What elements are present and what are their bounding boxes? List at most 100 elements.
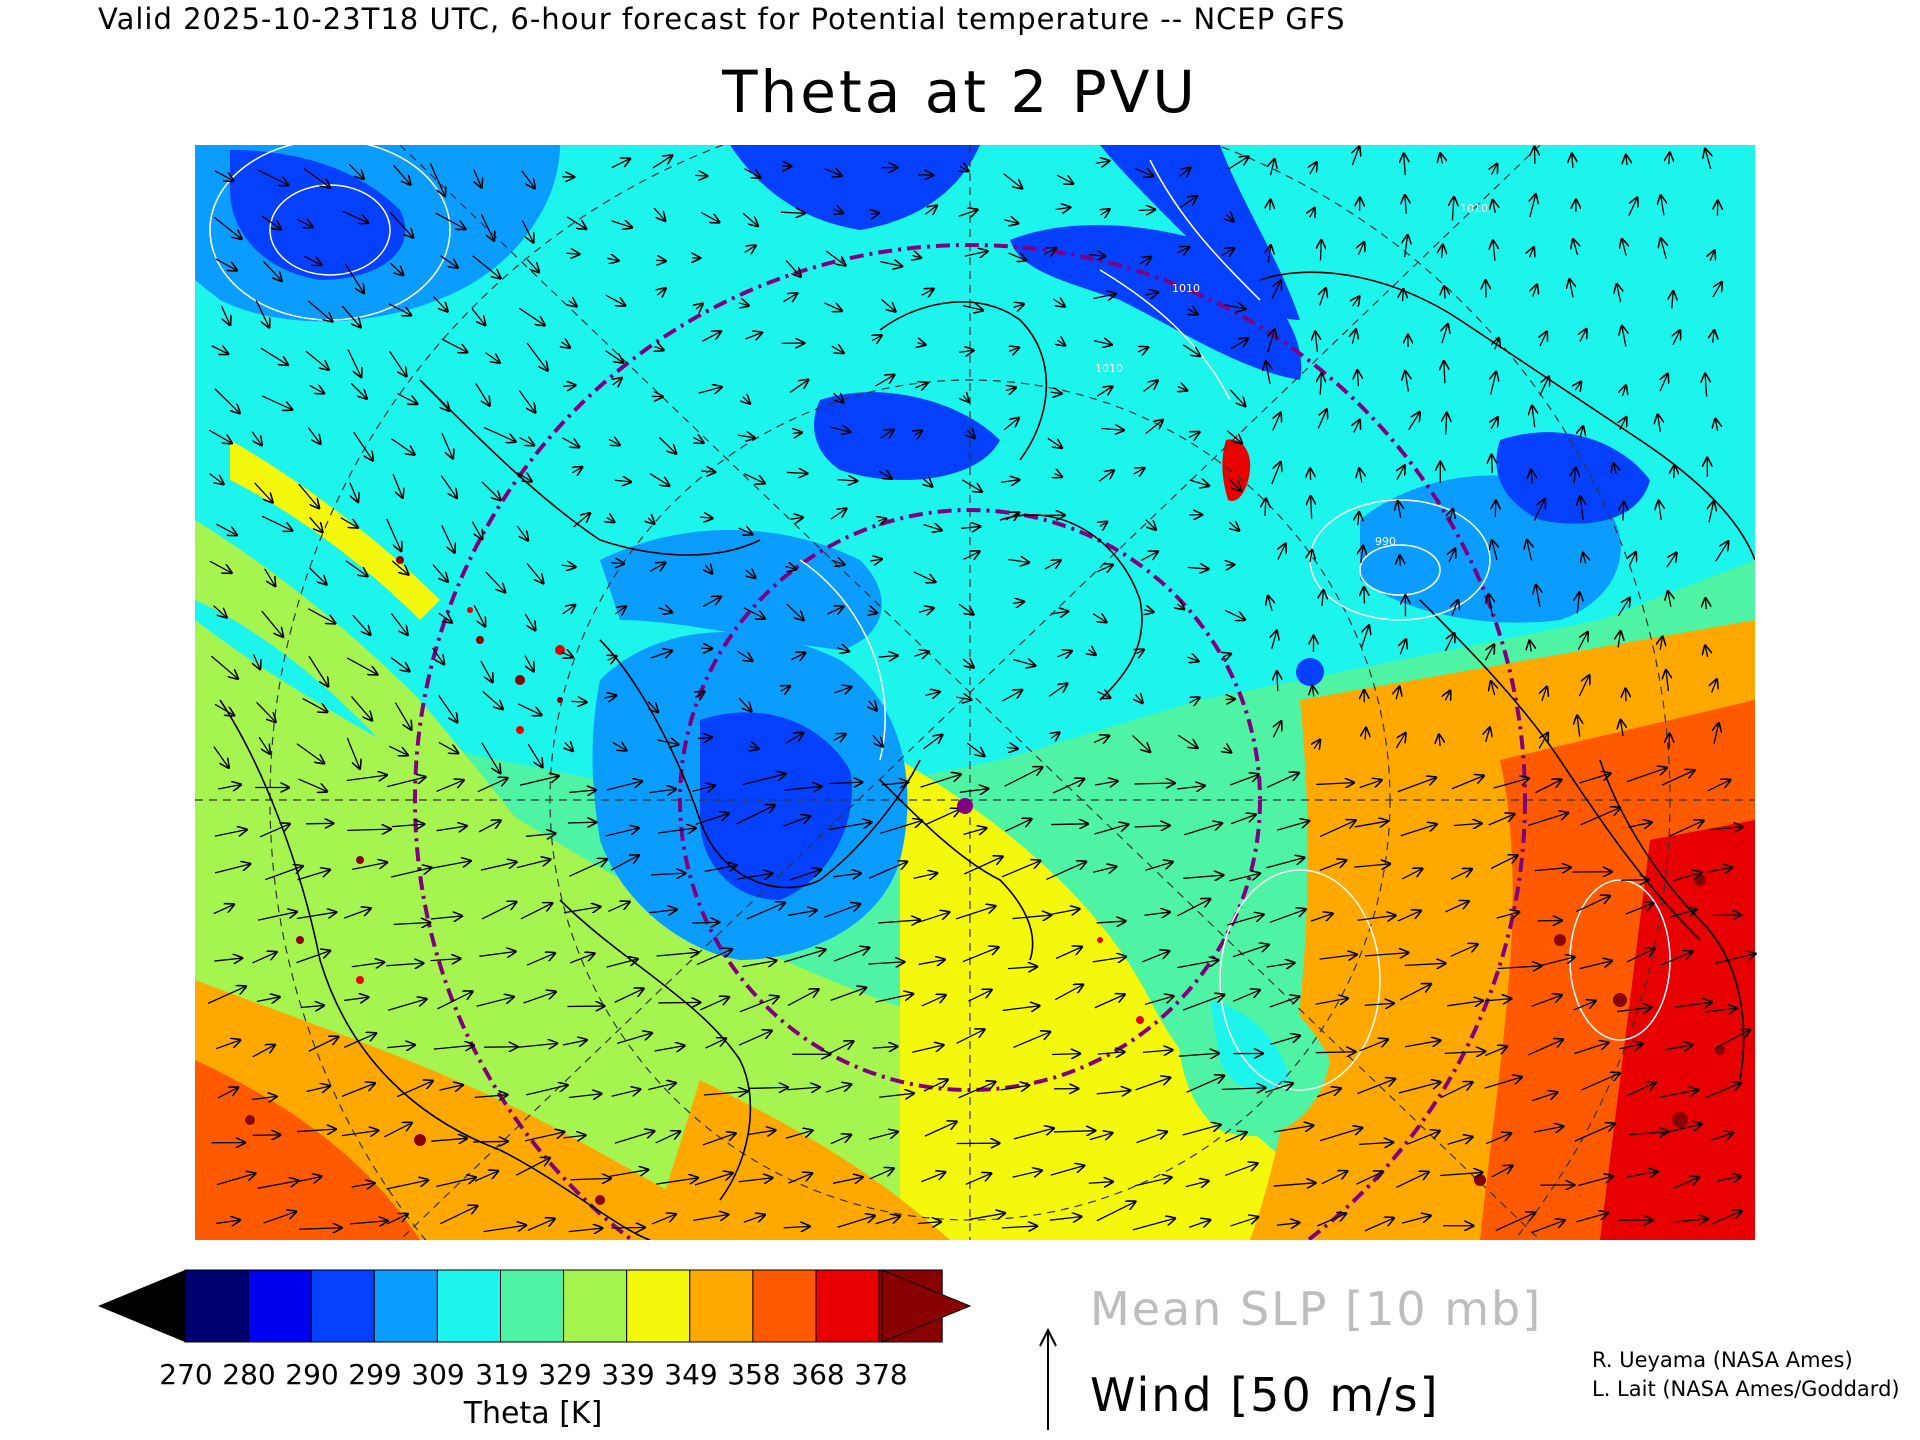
wind-vector (1187, 657, 1198, 661)
wind-vector (650, 651, 672, 658)
wind-vector (1399, 984, 1431, 1001)
wind-vector (742, 774, 786, 786)
wind-vector (960, 526, 980, 528)
wind-vector (1580, 496, 1583, 521)
wind-vector (738, 1178, 773, 1182)
wind-vector (748, 1130, 776, 1134)
wind-vector (1095, 781, 1117, 785)
wind-vector (431, 647, 444, 664)
colorbar (98, 1269, 972, 1343)
wind-vector (1580, 329, 1586, 342)
wind-vector (1268, 596, 1272, 612)
wind-vector (440, 1206, 477, 1225)
wind-vector (738, 1031, 772, 1046)
wind-vector (695, 813, 729, 825)
wind-vector (955, 697, 971, 700)
wind-vector (785, 1130, 812, 1139)
wind-vector (825, 250, 845, 265)
wind-vector (918, 960, 945, 965)
wind-vector (1096, 387, 1112, 397)
wind-vector (1577, 632, 1587, 650)
wind-vector (1356, 1172, 1383, 1185)
wind-vector (747, 1087, 788, 1088)
wind-vector (562, 605, 575, 614)
wind-vector (963, 552, 980, 560)
wind-vector (1004, 220, 1018, 224)
wind-vector (1094, 824, 1128, 835)
wind-vector (1316, 783, 1353, 785)
wind-vector (261, 515, 292, 531)
wind-vector (1626, 1082, 1656, 1097)
wind-vector (699, 997, 729, 1011)
wind-vector (826, 607, 843, 615)
wind-vector (737, 435, 755, 438)
wind-vector (607, 258, 618, 260)
wind-vector (1229, 873, 1259, 882)
wind-vector (207, 986, 246, 1004)
contour-label: 990 (1375, 535, 1396, 548)
wind-vector (297, 1129, 335, 1131)
wind-vector (1310, 162, 1317, 175)
wind-vector (830, 1135, 851, 1145)
wind-vector (920, 774, 961, 788)
colorbar-label: 299 (348, 1358, 402, 1391)
wind-vector (1354, 864, 1390, 867)
wind-vector (1232, 990, 1260, 1002)
wind-vector (702, 1133, 736, 1146)
wind-vector (1404, 154, 1406, 176)
wind-vector (1277, 821, 1309, 831)
wind-vector (603, 695, 616, 698)
wind-vector (261, 610, 283, 637)
wind-vector (480, 862, 516, 871)
wind-vector (1229, 389, 1245, 406)
colorbar-label: 339 (601, 1358, 655, 1391)
slp-contour-labels: 1010 1010 1010 990 (1095, 202, 1488, 548)
wind-vector (210, 655, 237, 679)
wind-vector (1449, 549, 1455, 563)
wind-vector (256, 997, 280, 1002)
wind-vector (569, 859, 606, 877)
wind-vector (1528, 813, 1568, 826)
wind-vector (1530, 1220, 1564, 1234)
wind-vector (611, 159, 630, 169)
wind-vector (1445, 901, 1468, 913)
wind-vector (1226, 565, 1234, 566)
wind-vector (1490, 855, 1517, 870)
wind-vector (1310, 550, 1312, 563)
wind-vector (344, 997, 368, 1000)
wind-vector (213, 746, 229, 768)
wind-vector (213, 905, 234, 915)
wind-vector (392, 473, 402, 498)
wind-vector (518, 390, 535, 413)
wind-vector (1268, 329, 1275, 353)
wind-vector (966, 742, 984, 756)
wind-vector (345, 560, 368, 576)
wind-vector (1536, 585, 1540, 608)
wind-vector (481, 481, 501, 500)
wind-vector (1709, 502, 1714, 523)
wind-vector (611, 563, 623, 564)
wind-vector (341, 1131, 378, 1136)
wind-vector (1440, 1172, 1482, 1175)
wind-vector (436, 826, 466, 831)
wind-vector (1542, 687, 1547, 702)
wind-vector (925, 206, 936, 215)
wind-vector (925, 809, 959, 826)
wind-vector (791, 653, 806, 660)
wind-vector (387, 999, 426, 1011)
wind-vector (348, 163, 363, 179)
wind-vector (830, 509, 846, 520)
wind-vector (257, 1181, 299, 1189)
wind-vector (559, 651, 573, 657)
wind-vector (257, 169, 288, 185)
wind-vector (347, 349, 361, 377)
wind-vector (390, 613, 407, 635)
wind-vector (429, 163, 444, 196)
wind-vector (569, 954, 594, 964)
wind-vector (1486, 728, 1490, 742)
wind-vector (1491, 417, 1498, 430)
wind-vector (1359, 1142, 1393, 1144)
wind-vector (746, 903, 785, 920)
wind-vector (1322, 590, 1323, 607)
